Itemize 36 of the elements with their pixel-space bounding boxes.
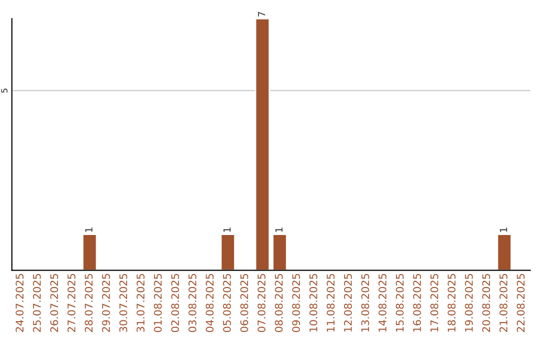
x-tick-label: 21.08.2025 <box>500 274 508 332</box>
x-tick-label: 14.08.2025 <box>378 274 386 332</box>
x-tick-label: 19.08.2025 <box>464 274 473 332</box>
x-tick-label: 09.08.2025 <box>292 274 300 332</box>
x-tick-label: 07.08.2025 <box>258 274 266 332</box>
x-tick-label: 06.08.2025 <box>240 274 248 332</box>
x-tick-label: 08.08.2025 <box>274 274 283 332</box>
data-label: 1 <box>500 228 508 232</box>
x-tick-label: 28.07.2025 <box>84 274 93 332</box>
x-tick-label: 05.08.2025 <box>223 274 231 332</box>
x-tick-label: 24.07.2025 <box>16 274 24 332</box>
data-label: 1 <box>223 228 231 232</box>
x-tick-label: 03.08.2025 <box>188 274 196 332</box>
x-tick-label: 22.08.2025 <box>516 274 525 332</box>
x-tick-label: 01.08.2025 <box>154 274 162 332</box>
y-tick-label: 5 <box>1 88 8 93</box>
x-tick-label: 30.07.2025 <box>119 274 128 332</box>
data-label: 1 <box>275 228 282 232</box>
data-label: 7 <box>258 12 266 17</box>
x-tick-label: 10.08.2025 <box>309 274 318 332</box>
x-tick-label: 29.07.2025 <box>102 274 110 332</box>
x-tick-label: 31.07.2025 <box>136 274 144 332</box>
x-tick-label: 11.08.2025 <box>326 274 335 332</box>
x-tick-label: 20.08.2025 <box>482 274 490 332</box>
x-tick-label: 15.08.2025 <box>396 274 404 332</box>
x-tick-label: 18.08.2025 <box>448 274 456 332</box>
x-tick-label: 16.08.2025 <box>413 274 421 332</box>
x-tick-label: 27.07.2025 <box>68 274 76 332</box>
x-tick-label: 25.07.2025 <box>32 274 41 332</box>
x-tick-label: 26.07.2025 <box>50 274 58 332</box>
x-tick-label: 04.08.2025 <box>206 274 214 332</box>
x-tick-label: 13.08.2025 <box>361 274 370 332</box>
x-tick-label: 02.08.2025 <box>171 274 180 332</box>
data-label: 1 <box>85 228 92 232</box>
x-tick-label: 17.08.2025 <box>430 274 438 332</box>
x-tick-label: 12.08.2025 <box>344 274 352 332</box>
